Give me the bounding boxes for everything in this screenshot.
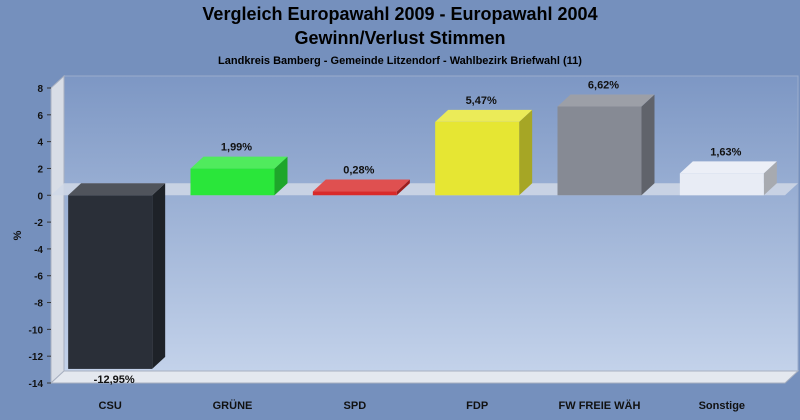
x-tick-label: SPD: [344, 400, 367, 412]
bar-front: [68, 195, 153, 369]
chart-title: Vergleich Europawahl 2009 - Europawahl 2…: [202, 4, 598, 24]
y-tick-label: -14: [29, 379, 44, 390]
bar: [557, 94, 655, 196]
bar-front: [557, 106, 642, 196]
bar-top: [435, 109, 533, 122]
y-tick-label: -10: [29, 325, 44, 336]
data-label: -12,95%: [94, 374, 135, 386]
bar-front: [190, 168, 275, 196]
y-tick-label: 6: [37, 111, 43, 122]
bar-side: [274, 156, 288, 196]
data-label: 0,28%: [343, 165, 374, 177]
bar-top: [68, 183, 166, 196]
y-tick-label: -12: [29, 352, 44, 363]
x-tick-label: FW FREIE WÄH: [559, 399, 641, 412]
bar: [312, 179, 410, 196]
bar: [679, 161, 777, 196]
bar-front: [435, 121, 520, 196]
y-tick-label: 2: [37, 164, 43, 175]
bar: [68, 183, 166, 369]
bar-top: [679, 161, 777, 174]
x-tick-label: GRÜNE: [213, 399, 253, 412]
y-tick-label: -4: [34, 245, 43, 256]
bar-front: [679, 173, 764, 196]
bar-side: [641, 94, 655, 196]
floor: [49, 370, 800, 384]
x-tick-label: FDP: [466, 400, 488, 412]
back-wall: [63, 75, 799, 372]
data-label: 1,99%: [221, 142, 252, 154]
y-tick-label: -8: [34, 299, 43, 310]
data-label: 5,47%: [466, 95, 497, 107]
bar: [190, 156, 288, 196]
data-label: 6,62%: [588, 80, 619, 92]
chart-subtitle: Gewinn/Verlust Stimmen: [294, 28, 506, 48]
bar-top: [312, 179, 410, 192]
y-axis-label: %: [12, 230, 24, 240]
y-tick-label: 0: [37, 191, 43, 202]
bar-side: [152, 183, 166, 369]
bar-side: [763, 161, 777, 196]
chart-subsubtitle: Landkreis Bamberg - Gemeinde Litzendorf …: [218, 55, 582, 67]
y-tick-label: 4: [37, 138, 43, 149]
y-tick-label: 8: [37, 84, 43, 95]
bar-side: [396, 179, 410, 196]
bar-front: [312, 191, 397, 196]
x-tick-label: Sonstige: [699, 400, 745, 412]
bar-side: [519, 109, 533, 196]
bar: [435, 109, 533, 196]
y-tick-label: -6: [34, 272, 43, 283]
bar-top: [190, 156, 288, 169]
bar-top: [557, 94, 655, 107]
side-wall: [50, 74, 65, 385]
y-tick-label: -2: [34, 218, 43, 229]
data-label: 1,63%: [710, 146, 741, 158]
x-tick-label: CSU: [99, 400, 122, 412]
